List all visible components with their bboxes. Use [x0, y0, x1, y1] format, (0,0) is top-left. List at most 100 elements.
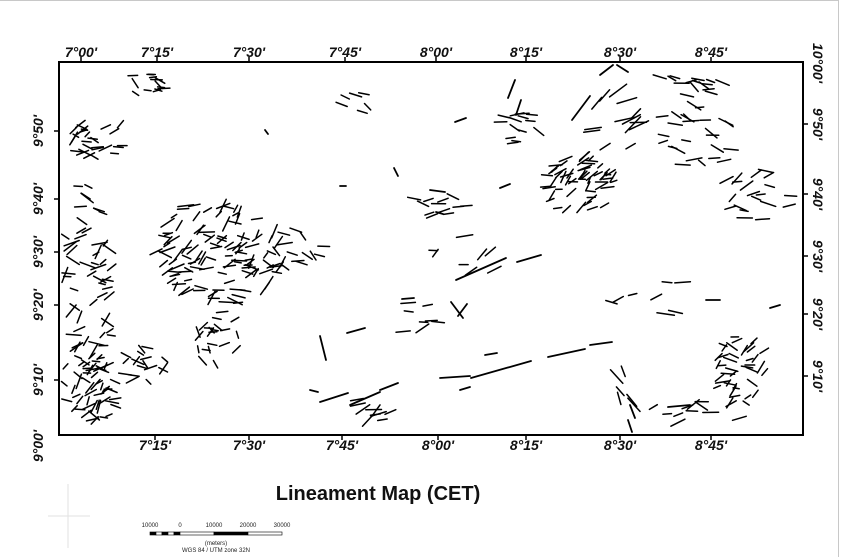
lineament — [105, 413, 113, 418]
lineament — [83, 152, 96, 160]
lineament — [583, 200, 592, 207]
left-tick-label: 9°50' — [30, 114, 46, 148]
lineament — [725, 342, 738, 351]
lineament — [545, 197, 555, 203]
lineament — [148, 75, 158, 79]
lineament — [689, 81, 699, 93]
lineament — [425, 212, 439, 219]
lineament — [576, 201, 587, 214]
lineament — [435, 211, 444, 215]
scale-projection: WGS 84 / UTM zone 32N — [181, 548, 251, 554]
lineament — [355, 403, 371, 415]
lineament — [357, 92, 370, 96]
lineament — [349, 397, 365, 402]
lineament — [542, 185, 556, 190]
lineament — [74, 119, 86, 129]
lineament — [143, 364, 158, 371]
lineament — [604, 168, 611, 174]
lineament — [656, 312, 676, 317]
lineament — [346, 327, 366, 334]
lineament — [200, 257, 207, 266]
lineament — [554, 170, 563, 179]
lineament — [728, 394, 741, 398]
lineament — [597, 163, 604, 169]
bottom-tick-label: 8°15' — [509, 437, 543, 453]
lineament — [627, 419, 633, 433]
lineament — [507, 79, 516, 99]
lineament — [667, 75, 677, 82]
lineament — [88, 344, 99, 359]
lineament — [86, 396, 90, 406]
lineament — [286, 251, 298, 256]
lineament — [506, 141, 519, 145]
lineament — [559, 172, 574, 178]
lineament — [431, 320, 446, 324]
right-tick-label: 9°40' — [810, 177, 826, 211]
lineament — [429, 189, 446, 193]
lineament — [62, 363, 69, 370]
lineament — [71, 404, 78, 413]
lineament — [356, 109, 368, 115]
lineament — [511, 139, 522, 143]
lineament — [236, 205, 242, 218]
lineament — [624, 116, 642, 134]
top-tick-label: 8°30' — [603, 44, 637, 60]
lineament — [739, 180, 754, 191]
lineament — [627, 292, 638, 297]
lineament — [211, 316, 222, 321]
lineament — [751, 389, 759, 399]
lineament — [65, 333, 82, 337]
lineament — [154, 80, 163, 90]
lineament — [625, 142, 636, 150]
lineament — [188, 203, 201, 208]
bottom-tick-label: 8°45' — [694, 437, 728, 453]
lineament — [81, 227, 92, 234]
top-tick-label: 8°15' — [509, 44, 543, 60]
lineament — [271, 270, 283, 275]
lineament — [309, 389, 319, 393]
lineament — [400, 301, 417, 305]
lineament — [233, 204, 239, 213]
lineament — [181, 288, 194, 296]
lineament — [239, 288, 252, 293]
bottom-tick-label: 7°45' — [325, 437, 359, 453]
lineament — [82, 143, 93, 150]
bottom-tick-label: 8°00' — [421, 437, 455, 453]
lineament — [181, 246, 192, 251]
lineament — [667, 309, 684, 315]
lineament — [549, 176, 557, 188]
lineament — [217, 271, 227, 275]
lineament — [80, 128, 89, 131]
lineament — [301, 251, 313, 261]
lineament — [181, 239, 193, 254]
lineament — [86, 364, 94, 376]
lineament — [206, 342, 218, 347]
lineament — [620, 365, 626, 378]
lineament — [657, 133, 670, 138]
lineament — [223, 279, 235, 285]
lineament — [599, 142, 611, 151]
lineament — [69, 126, 78, 135]
top-tick-label: 8°00' — [419, 44, 453, 60]
lineament — [91, 146, 105, 151]
lineament — [90, 263, 107, 271]
lineament — [508, 116, 522, 123]
lineament — [406, 196, 422, 201]
lineament — [627, 397, 641, 413]
lineament — [227, 296, 243, 306]
lineament — [455, 233, 474, 239]
lineament — [198, 251, 207, 265]
lineament — [593, 171, 603, 177]
lineament — [116, 119, 125, 129]
lineament — [263, 252, 269, 259]
lineament — [166, 277, 177, 285]
lineament — [96, 356, 105, 360]
lineament — [720, 372, 736, 376]
lineament — [650, 293, 663, 301]
lineament — [112, 145, 124, 149]
lineament — [73, 341, 81, 353]
lineament — [215, 310, 229, 314]
lineament — [746, 190, 761, 197]
lineament — [216, 237, 227, 243]
lineament — [84, 183, 93, 189]
